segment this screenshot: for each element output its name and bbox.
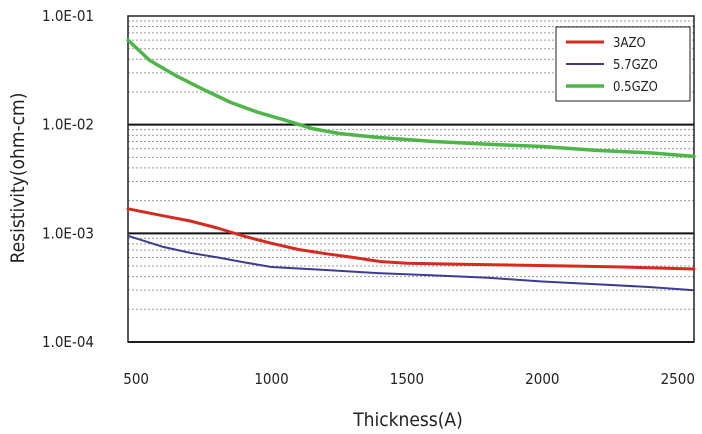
x-tick-label: 1000 bbox=[254, 370, 288, 388]
series-line-3azo bbox=[126, 207, 696, 271]
x-tick-label: 2000 bbox=[525, 370, 559, 388]
legend-label: 0.5GZO bbox=[613, 80, 658, 95]
series-lines bbox=[126, 38, 696, 292]
x-tick-label: 2500 bbox=[661, 370, 695, 388]
series-line-0-5gzo bbox=[126, 38, 696, 159]
y-tick-label: 1.0E-03 bbox=[42, 224, 94, 242]
y-tick-label: 1.0E-02 bbox=[42, 116, 94, 134]
legend-label: 3AZO bbox=[613, 36, 646, 51]
y-axis-ticks: 1.0E-01 1.0E-02 1.0E-03 1.0E-04 bbox=[42, 7, 94, 351]
legend-label: 5.7GZO bbox=[613, 58, 658, 73]
y-axis-title: Resistivity(ohm-cm) bbox=[7, 93, 29, 264]
y-tick-label: 1.0E-04 bbox=[42, 333, 94, 351]
x-tick-label: 500 bbox=[123, 370, 149, 388]
x-axis-title: Thickness(A) bbox=[352, 409, 463, 431]
y-tick-label: 1.0E-01 bbox=[42, 7, 94, 25]
legend: 3AZO 5.7GZO 0.5GZO bbox=[555, 26, 691, 102]
plot-area-frame bbox=[127, 15, 695, 343]
x-axis-ticks: 500 1000 1500 2000 2500 bbox=[123, 370, 695, 388]
x-tick-label: 1500 bbox=[390, 370, 424, 388]
series-line-5-7gzo bbox=[127, 234, 695, 292]
